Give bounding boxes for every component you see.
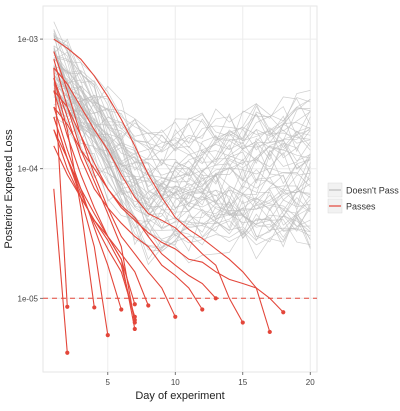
- passes-line-14: [53, 116, 109, 336]
- doesnt-pass-line: [53, 74, 311, 212]
- x-tick-label: 20: [306, 378, 315, 387]
- doesnt-pass-line: [53, 83, 311, 250]
- legend-label-doesnt-pass: Doesn't Pass: [346, 186, 399, 196]
- doesnt-pass-line: [53, 73, 311, 148]
- doesnt-pass-line: [53, 35, 311, 230]
- passes-endpoint-12: [132, 314, 137, 319]
- passes-line-4: [53, 51, 203, 310]
- passes-endpoint-13: [119, 307, 124, 312]
- passes-endpoint-11: [132, 320, 137, 325]
- passes-endpoint-17: [65, 350, 70, 355]
- doesnt-pass-line: [53, 49, 311, 266]
- doesnt-pass-line: [53, 32, 311, 238]
- passes-line-11: [53, 59, 136, 323]
- doesnt-pass-line: [53, 29, 311, 151]
- doesnt-pass-line: [53, 37, 311, 156]
- doesnt-pass-line: [53, 50, 311, 168]
- axes: 5 10 15 20 1e-05 1e-04 1e-03: [18, 35, 316, 387]
- passes-endpoint-10: [132, 326, 137, 332]
- passes-line-6: [53, 77, 176, 318]
- y-tick-label: 1e-03: [18, 35, 39, 44]
- doesnt-pass-line: [53, 82, 311, 246]
- doesnt-pass-line: [53, 30, 311, 227]
- passes-line-3: [53, 90, 284, 313]
- doesnt-pass-line: [53, 33, 311, 173]
- doesnt-pass-line: [53, 34, 311, 167]
- passes-endpoint-3: [281, 310, 286, 315]
- passes-line-16: [53, 67, 68, 307]
- doesnt-pass-line: [53, 95, 311, 252]
- passes-endpoint-14: [105, 333, 110, 338]
- passes-line-2: [53, 67, 244, 323]
- doesnt-pass-line: [53, 51, 311, 161]
- doesnt-pass-line: [53, 45, 311, 201]
- passes-endpoint-15: [92, 305, 97, 310]
- legend: Doesn't Pass Passes: [327, 182, 399, 214]
- passes-line-10: [53, 129, 136, 330]
- passes-endpoint-2: [240, 320, 245, 325]
- y-tick-label: 1e-04: [18, 165, 39, 174]
- passes-endpoint-7: [146, 303, 151, 308]
- legend-label-passes: Passes: [346, 202, 376, 212]
- doesnt-pass-line: [53, 91, 311, 198]
- doesnt-pass-line: [53, 80, 311, 171]
- x-tick-label: 15: [238, 378, 247, 387]
- passes-endpoint-1: [267, 329, 272, 335]
- passes-line-17: [53, 188, 68, 353]
- passes-series: [53, 38, 284, 353]
- doesnt-pass-line: [53, 94, 311, 240]
- y-tick-label: 1e-05: [18, 294, 39, 303]
- passes-endpoint-4: [200, 307, 205, 312]
- x-tick-label: 5: [106, 378, 111, 387]
- passes-line-13: [53, 106, 122, 310]
- doesnt-pass-line: [53, 84, 311, 223]
- y-axis-label: Posterior Expected Loss: [3, 129, 15, 249]
- passes-endpoint-5: [213, 296, 218, 301]
- passes-endpoint-8: [132, 302, 137, 307]
- doesnt-pass-line: [53, 92, 311, 241]
- doesnt-pass-line: [53, 21, 311, 226]
- passes-line-15: [53, 77, 95, 308]
- passes-endpoint-6: [173, 314, 178, 319]
- doesnt-pass-line: [53, 47, 311, 218]
- passes-endpoints: [65, 296, 286, 355]
- x-tick-label: 10: [171, 378, 180, 387]
- passes-line-1: [53, 38, 271, 333]
- doesnt-pass-line: [53, 68, 311, 242]
- x-axis-label: Day of experiment: [135, 390, 224, 402]
- passes-endpoint-16: [65, 304, 70, 309]
